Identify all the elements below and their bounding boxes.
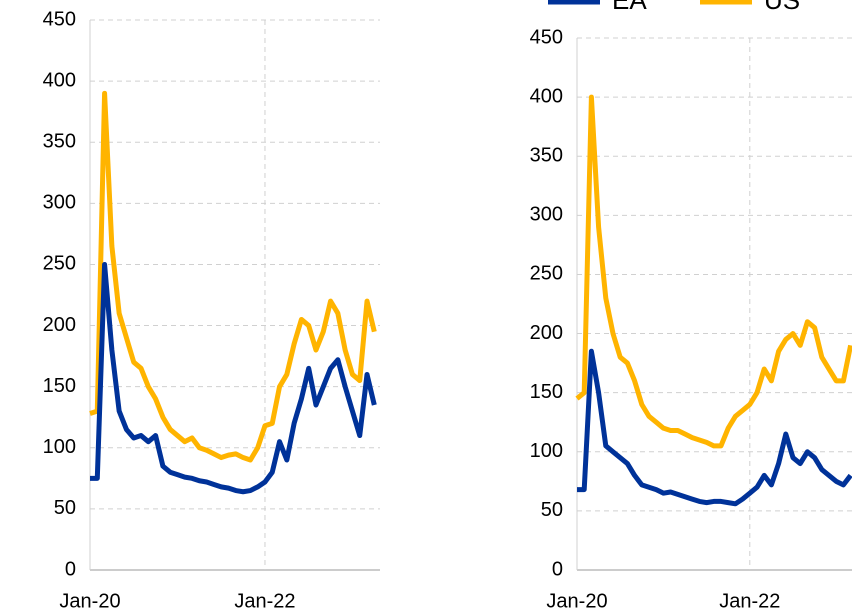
y-tick-label: 300 xyxy=(530,204,563,226)
legend-label: EA xyxy=(612,0,647,15)
x-tick-label: Jan-20 xyxy=(59,590,120,612)
y-tick-label: 300 xyxy=(43,192,76,214)
series-line xyxy=(577,348,852,507)
legend-label: US xyxy=(764,0,800,15)
x-tick-label: Jan-22 xyxy=(719,590,780,612)
y-tick-label: 200 xyxy=(43,314,76,336)
y-tick-label: 0 xyxy=(65,558,76,580)
y-tick-label: 450 xyxy=(43,8,76,30)
y-tick-label: 250 xyxy=(530,263,563,285)
y-tick-label: 150 xyxy=(43,375,76,397)
y-tick-label: 50 xyxy=(541,499,563,521)
y-tick-label: 400 xyxy=(43,69,76,91)
y-tick-label: 250 xyxy=(43,253,76,275)
y-tick-label: 350 xyxy=(530,145,563,167)
y-tick-label: 350 xyxy=(43,131,76,153)
y-tick-label: 150 xyxy=(530,381,563,403)
y-tick-label: 100 xyxy=(530,440,563,462)
series-line xyxy=(575,94,852,449)
x-tick-label: Jan-22 xyxy=(234,590,295,612)
y-tick-label: 450 xyxy=(530,26,563,48)
series-line xyxy=(89,90,377,463)
x-tick-label: Jan-20 xyxy=(546,590,607,612)
y-tick-label: 0 xyxy=(552,558,563,580)
y-tick-label: 100 xyxy=(43,436,76,458)
y-tick-label: 200 xyxy=(530,322,563,344)
y-tick-label: 400 xyxy=(530,85,563,107)
y-tick-label: 50 xyxy=(54,497,76,519)
series-line xyxy=(90,261,377,495)
